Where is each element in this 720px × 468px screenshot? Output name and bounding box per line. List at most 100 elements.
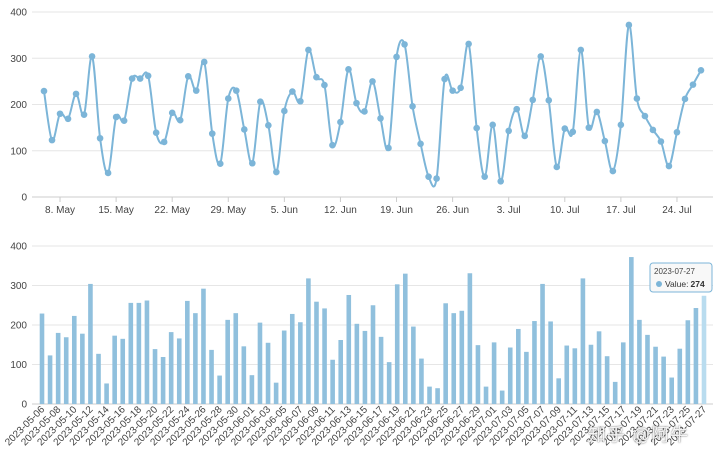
bar[interactable]	[289, 313, 295, 404]
bar[interactable]	[685, 320, 691, 404]
top-chart-point	[257, 98, 264, 106]
bar[interactable]	[548, 321, 553, 404]
top-chart-gridlines	[32, 11, 713, 198]
bar[interactable]	[201, 288, 206, 404]
bar[interactable]	[443, 303, 448, 404]
bar[interactable]	[306, 278, 311, 404]
bar[interactable]	[427, 386, 432, 404]
bar[interactable]	[136, 302, 142, 404]
bar[interactable]	[507, 347, 513, 404]
bar[interactable]	[354, 323, 360, 404]
bar[interactable]	[524, 351, 529, 404]
bar[interactable]	[661, 356, 666, 404]
bar[interactable]	[225, 319, 230, 404]
bar[interactable]	[693, 308, 699, 404]
bar[interactable]	[532, 321, 537, 404]
bar[interactable]	[394, 284, 400, 404]
bar[interactable]	[564, 345, 570, 404]
bar[interactable]	[604, 356, 610, 404]
bar[interactable]	[701, 295, 707, 404]
top-chart-point	[208, 130, 216, 137]
bar[interactable]	[653, 346, 658, 404]
bar[interactable]	[281, 330, 287, 404]
top-chart-point	[401, 41, 408, 48]
bar[interactable]	[265, 342, 271, 404]
bar[interactable]	[612, 381, 618, 404]
bar[interactable]	[669, 377, 675, 404]
bar[interactable]	[645, 334, 650, 404]
bar[interactable]	[580, 278, 586, 404]
bar[interactable]	[629, 257, 634, 404]
bar[interactable]	[402, 273, 408, 404]
bar[interactable]	[39, 313, 45, 404]
bar[interactable]	[120, 338, 126, 404]
bar[interactable]	[483, 386, 489, 404]
bar[interactable]	[104, 383, 109, 404]
bar[interactable]	[249, 375, 255, 404]
bar[interactable]	[386, 362, 392, 404]
bar[interactable]	[378, 336, 384, 404]
bar[interactable]	[112, 335, 117, 404]
bar[interactable]	[459, 310, 465, 404]
bar[interactable]	[209, 349, 214, 404]
top-chart-point	[273, 168, 280, 176]
bar[interactable]	[152, 349, 158, 404]
bar[interactable]	[55, 332, 61, 404]
bar[interactable]	[233, 313, 239, 404]
bar[interactable]	[516, 328, 521, 404]
bar[interactable]	[257, 322, 263, 404]
bar[interactable]	[620, 342, 626, 404]
bar[interactable]	[419, 358, 424, 404]
bar[interactable]	[176, 338, 182, 404]
bar[interactable]	[185, 300, 190, 404]
top-chart-point	[152, 129, 160, 137]
bar[interactable]	[241, 346, 247, 404]
top-chart-point	[104, 169, 112, 177]
top-chart-point	[441, 75, 448, 83]
bar[interactable]	[273, 382, 279, 404]
bar[interactable]	[298, 322, 303, 404]
top-x-tick-label: 29. May	[210, 205, 246, 216]
bar[interactable]	[71, 315, 77, 404]
bar[interactable]	[451, 313, 457, 404]
bar[interactable]	[217, 375, 222, 404]
top-chart-point	[649, 126, 657, 134]
bar[interactable]	[362, 330, 368, 404]
bar[interactable]	[596, 331, 602, 404]
bar[interactable]	[572, 348, 578, 404]
bar[interactable]	[144, 300, 150, 404]
bar[interactable]	[314, 301, 319, 404]
bar[interactable]	[322, 308, 327, 404]
bar[interactable]	[330, 359, 335, 404]
bar[interactable]	[128, 302, 134, 404]
bar[interactable]	[193, 313, 198, 404]
bar[interactable]	[338, 340, 344, 404]
bar[interactable]	[540, 283, 545, 404]
bottom-chart-x-axis: 2023-05-062023-05-082023-05-102023-05-12…	[3, 404, 709, 448]
bar[interactable]	[411, 326, 416, 404]
bar[interactable]	[588, 344, 594, 404]
bar[interactable]	[556, 378, 561, 404]
bar[interactable]	[499, 390, 505, 404]
bar[interactable]	[96, 353, 101, 404]
bar[interactable]	[47, 355, 53, 404]
top-chart-point	[72, 90, 80, 98]
top-chart-point	[529, 96, 537, 104]
bar[interactable]	[637, 319, 642, 404]
bar[interactable]	[168, 332, 174, 404]
bar[interactable]	[475, 345, 481, 404]
bar[interactable]	[63, 337, 69, 404]
bar[interactable]	[80, 333, 85, 404]
bar[interactable]	[491, 342, 497, 404]
top-chart-series-line	[43, 23, 702, 188]
bar[interactable]	[160, 356, 166, 404]
bar[interactable]	[435, 388, 440, 404]
bar[interactable]	[467, 273, 473, 404]
top-chart-point	[40, 87, 48, 95]
top-chart-point	[657, 138, 665, 145]
top-chart-point	[449, 87, 456, 94]
bar[interactable]	[677, 348, 683, 404]
bar[interactable]	[88, 283, 93, 404]
bar[interactable]	[370, 305, 376, 404]
bar[interactable]	[346, 294, 352, 404]
